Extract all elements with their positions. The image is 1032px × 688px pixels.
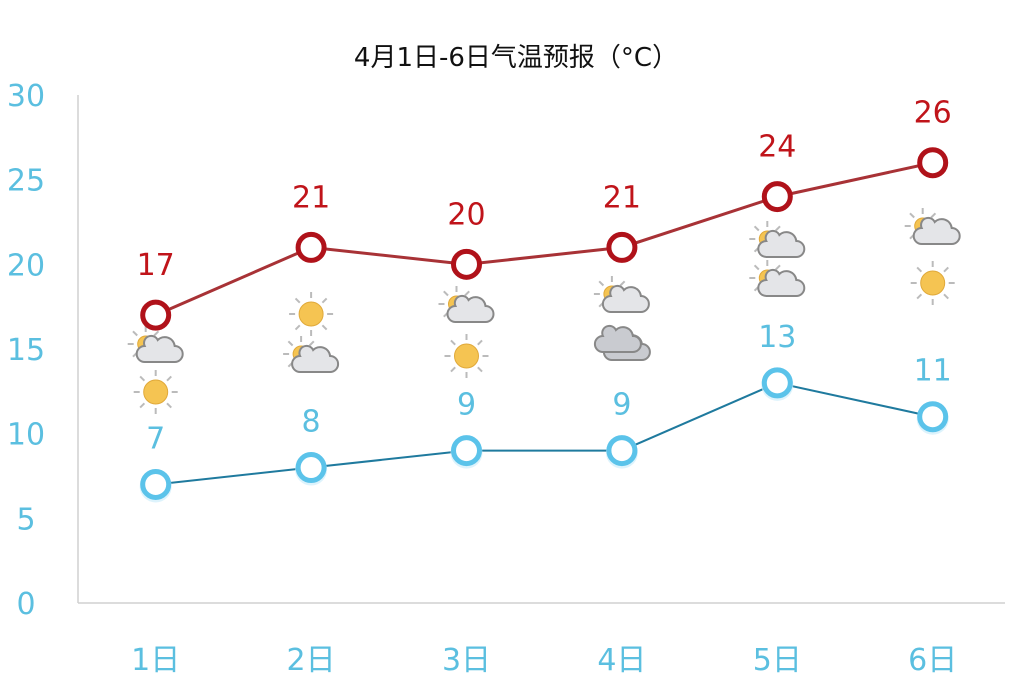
sunny-icon	[444, 334, 489, 378]
high-temp-label: 26	[914, 96, 952, 131]
low-temp-label: 9	[457, 388, 476, 423]
high-temp-point	[451, 248, 482, 280]
partly-cloudy-icon	[749, 260, 806, 297]
sunny-icon	[910, 261, 955, 305]
low-temp-label: 11	[914, 354, 952, 389]
y-tick-label: 5	[16, 502, 35, 537]
low-temp-label: 8	[302, 405, 321, 440]
low-temp-point	[761, 367, 794, 401]
x-tick-label: 6日	[908, 643, 957, 678]
chart-title: 4月1日-6日气温预报（°C）	[354, 43, 678, 73]
low-temp-point	[605, 435, 638, 469]
sunny-icon	[289, 292, 334, 336]
x-tick-label: 3日	[442, 643, 491, 678]
partly-cloudy-icon	[749, 221, 806, 258]
high-temp-point	[917, 147, 949, 179]
low-temp-label: 7	[146, 421, 165, 456]
low-temp-point	[916, 401, 949, 435]
high-temp-label: 17	[137, 248, 175, 283]
high-temp-point	[606, 231, 638, 263]
low-temp-point	[450, 435, 483, 469]
sunny-icon	[133, 370, 178, 414]
x-tick-label: 2日	[287, 643, 336, 678]
y-tick-label: 20	[7, 248, 45, 283]
high-temp-label: 24	[758, 130, 796, 165]
y-tick-label: 30	[7, 79, 45, 114]
y-tick-label: 25	[7, 164, 45, 199]
high-temp-label: 20	[447, 197, 485, 232]
high-temp-point	[140, 299, 172, 331]
high-temp-label: 21	[603, 180, 641, 215]
high-temp-point	[295, 231, 327, 263]
partly-cloudy-icon	[127, 326, 184, 363]
low-temp-label: 13	[758, 320, 796, 355]
y-tick-label: 10	[7, 418, 45, 453]
cloudy-icon	[593, 324, 651, 361]
high-temp-line	[155, 161, 934, 317]
low-temp-label: 9	[612, 388, 631, 423]
x-tick-label: 5日	[753, 643, 802, 678]
high-temp-point	[761, 181, 793, 213]
high-temp-label: 21	[292, 180, 330, 215]
low-temp-line	[155, 381, 933, 486]
x-tick-label: 1日	[131, 643, 180, 678]
partly-cloudy-icon	[283, 336, 340, 373]
y-tick-label: 0	[16, 587, 35, 622]
partly-cloudy-icon	[438, 286, 495, 323]
low-temp-point	[139, 468, 172, 503]
partly-cloudy-icon	[593, 276, 650, 313]
low-temp-point	[295, 452, 328, 486]
x-tick-label: 4日	[597, 643, 646, 678]
y-tick-label: 15	[7, 333, 45, 368]
partly-cloudy-icon	[904, 208, 961, 245]
